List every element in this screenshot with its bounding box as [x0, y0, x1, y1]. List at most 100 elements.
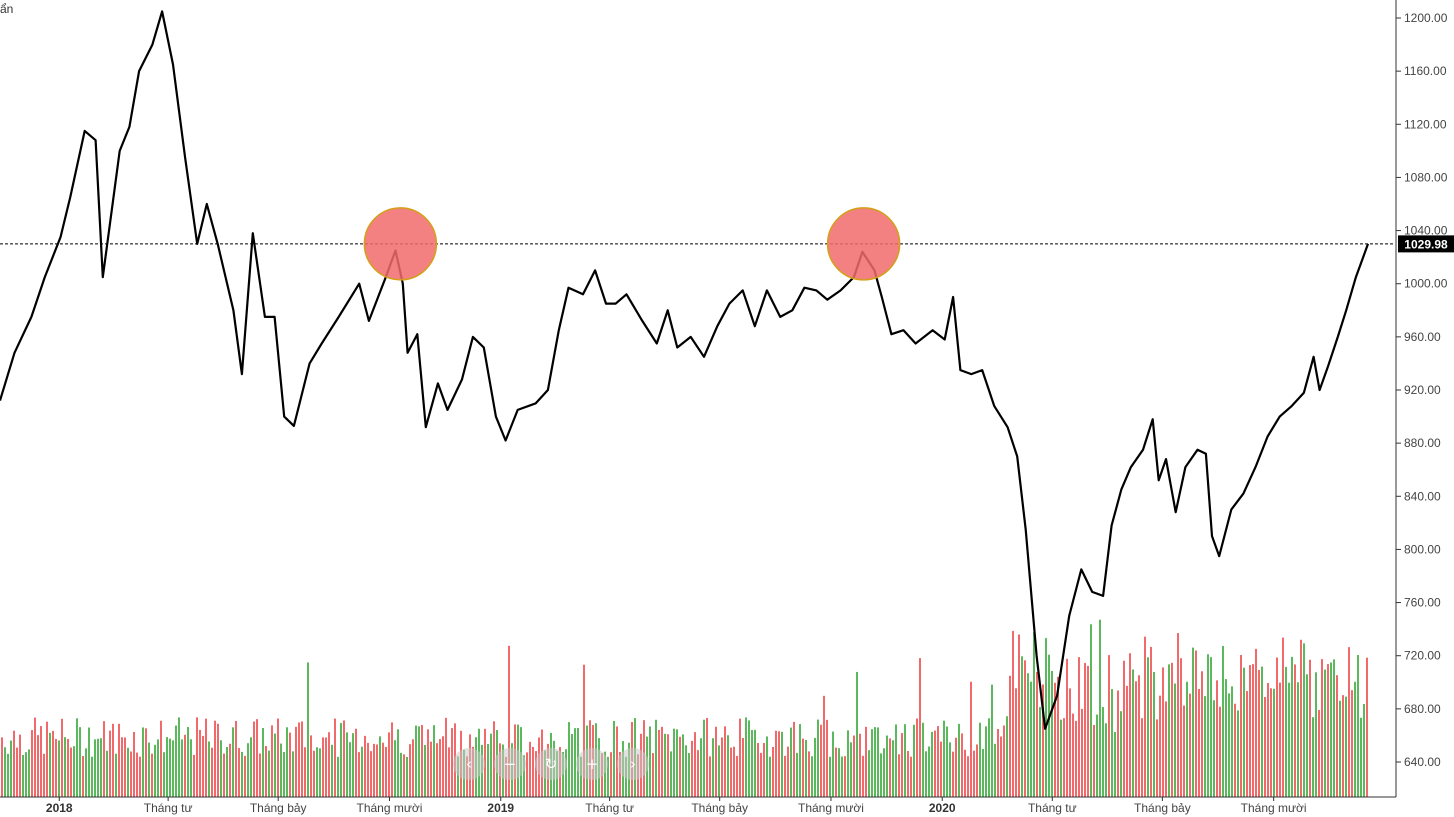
volume-bar — [1228, 693, 1230, 797]
y-tick-label: 920.00 — [1404, 383, 1441, 397]
volume-bar — [19, 734, 21, 797]
volume-bar — [154, 744, 156, 797]
reset-button[interactable]: ↻ — [535, 748, 567, 780]
volume-bar — [79, 727, 81, 797]
volume-bar — [172, 740, 174, 797]
volume-bar — [112, 723, 114, 797]
volume-bar — [1273, 688, 1275, 797]
volume-bar — [1084, 662, 1086, 797]
volume-bar — [766, 736, 768, 797]
volume-bar — [1012, 630, 1014, 797]
volume-bar — [793, 721, 795, 797]
volume-bar — [1312, 717, 1314, 797]
volume-bar — [814, 737, 816, 797]
volume-bar — [982, 748, 984, 797]
volume-bar — [838, 748, 840, 797]
volume-bar — [850, 742, 852, 797]
volume-bar — [292, 751, 294, 797]
volume-bar — [1309, 659, 1311, 797]
volume-bar — [664, 733, 666, 797]
volume-bar — [1027, 673, 1029, 797]
volume-bar — [61, 718, 63, 797]
volume-bar — [427, 729, 429, 797]
x-tick-label: Tháng tư — [1028, 801, 1077, 815]
volume-bar — [961, 733, 963, 797]
volume-bar — [10, 740, 12, 797]
volume-bar — [1201, 671, 1203, 797]
volume-bar — [934, 730, 936, 797]
y-tick-label: 840.00 — [1404, 489, 1441, 503]
volume-bar — [676, 729, 678, 797]
volume-bar — [832, 731, 834, 797]
volume-bar — [1345, 696, 1347, 797]
volume-bar — [1132, 669, 1134, 797]
volume-bar — [1348, 647, 1350, 797]
volume-bar — [163, 752, 165, 797]
volume-bar — [862, 755, 864, 797]
zoom-out-button[interactable]: − — [494, 748, 526, 780]
volume-bar — [535, 751, 537, 797]
volume-bar — [1099, 619, 1101, 797]
volume-bar — [1297, 682, 1299, 797]
volume-bar — [1045, 638, 1047, 797]
volume-bar — [1117, 690, 1119, 797]
volume-bar — [199, 729, 201, 797]
volume-bar — [1054, 682, 1056, 797]
volume-bar — [103, 721, 105, 797]
volume-bar — [403, 754, 405, 797]
volume-bar — [790, 727, 792, 797]
x-tick-label: Tháng mười — [357, 801, 423, 815]
volume-bar — [967, 756, 969, 797]
volume-bar — [805, 739, 807, 797]
volume-bar — [763, 742, 765, 797]
volume-bar — [907, 750, 909, 797]
scroll-left-button[interactable]: ‹ — [453, 748, 485, 780]
volume-bar — [613, 720, 615, 797]
volume-bar — [826, 719, 828, 797]
scroll-right-button[interactable]: › — [617, 748, 649, 780]
volume-bar — [136, 752, 138, 797]
volume-bar — [754, 729, 756, 797]
volume-bar — [1321, 659, 1323, 797]
volume-bar — [364, 735, 366, 797]
volume-bar — [277, 718, 279, 797]
highlight-circles — [363, 207, 901, 281]
volume-bar — [952, 751, 954, 797]
volume-bar — [1288, 682, 1290, 797]
volume-bar — [409, 744, 411, 797]
volume-bars — [1, 619, 1368, 797]
volume-bar — [1225, 679, 1227, 797]
x-tick-label: 2020 — [929, 801, 956, 815]
volume-bar — [583, 664, 585, 797]
volume-bar — [580, 756, 582, 797]
volume-bar — [991, 684, 993, 797]
volume-bar — [1120, 711, 1122, 797]
volume-bar — [1072, 713, 1074, 797]
x-tick-label: Tháng bảy — [1134, 801, 1191, 815]
volume-bar — [307, 662, 309, 797]
volume-bar — [127, 747, 129, 797]
y-tick-label: 880.00 — [1404, 436, 1441, 450]
volume-bar — [205, 718, 207, 797]
volume-bar — [856, 671, 858, 797]
volume-bar — [1240, 654, 1242, 797]
volume-bar — [139, 756, 141, 797]
x-tick-label: Tháng bảy — [691, 801, 748, 815]
volume-bar — [1066, 658, 1068, 797]
volume-bar — [901, 733, 903, 797]
volume-bar — [574, 728, 576, 797]
volume-bar — [1165, 701, 1167, 797]
volume-bar — [1333, 659, 1335, 797]
volume-bar — [1216, 680, 1218, 797]
volume-bar — [55, 738, 57, 797]
zoom-in-button[interactable]: + — [576, 748, 608, 780]
volume-bar — [892, 740, 894, 797]
volume-bar — [424, 744, 426, 797]
volume-bar — [736, 755, 738, 797]
volume-bar — [886, 735, 888, 797]
volume-bar — [1303, 643, 1305, 797]
volume-bar — [1153, 672, 1155, 797]
volume-bar — [1255, 648, 1257, 797]
volume-bar — [67, 738, 69, 797]
volume-bar — [178, 717, 180, 797]
